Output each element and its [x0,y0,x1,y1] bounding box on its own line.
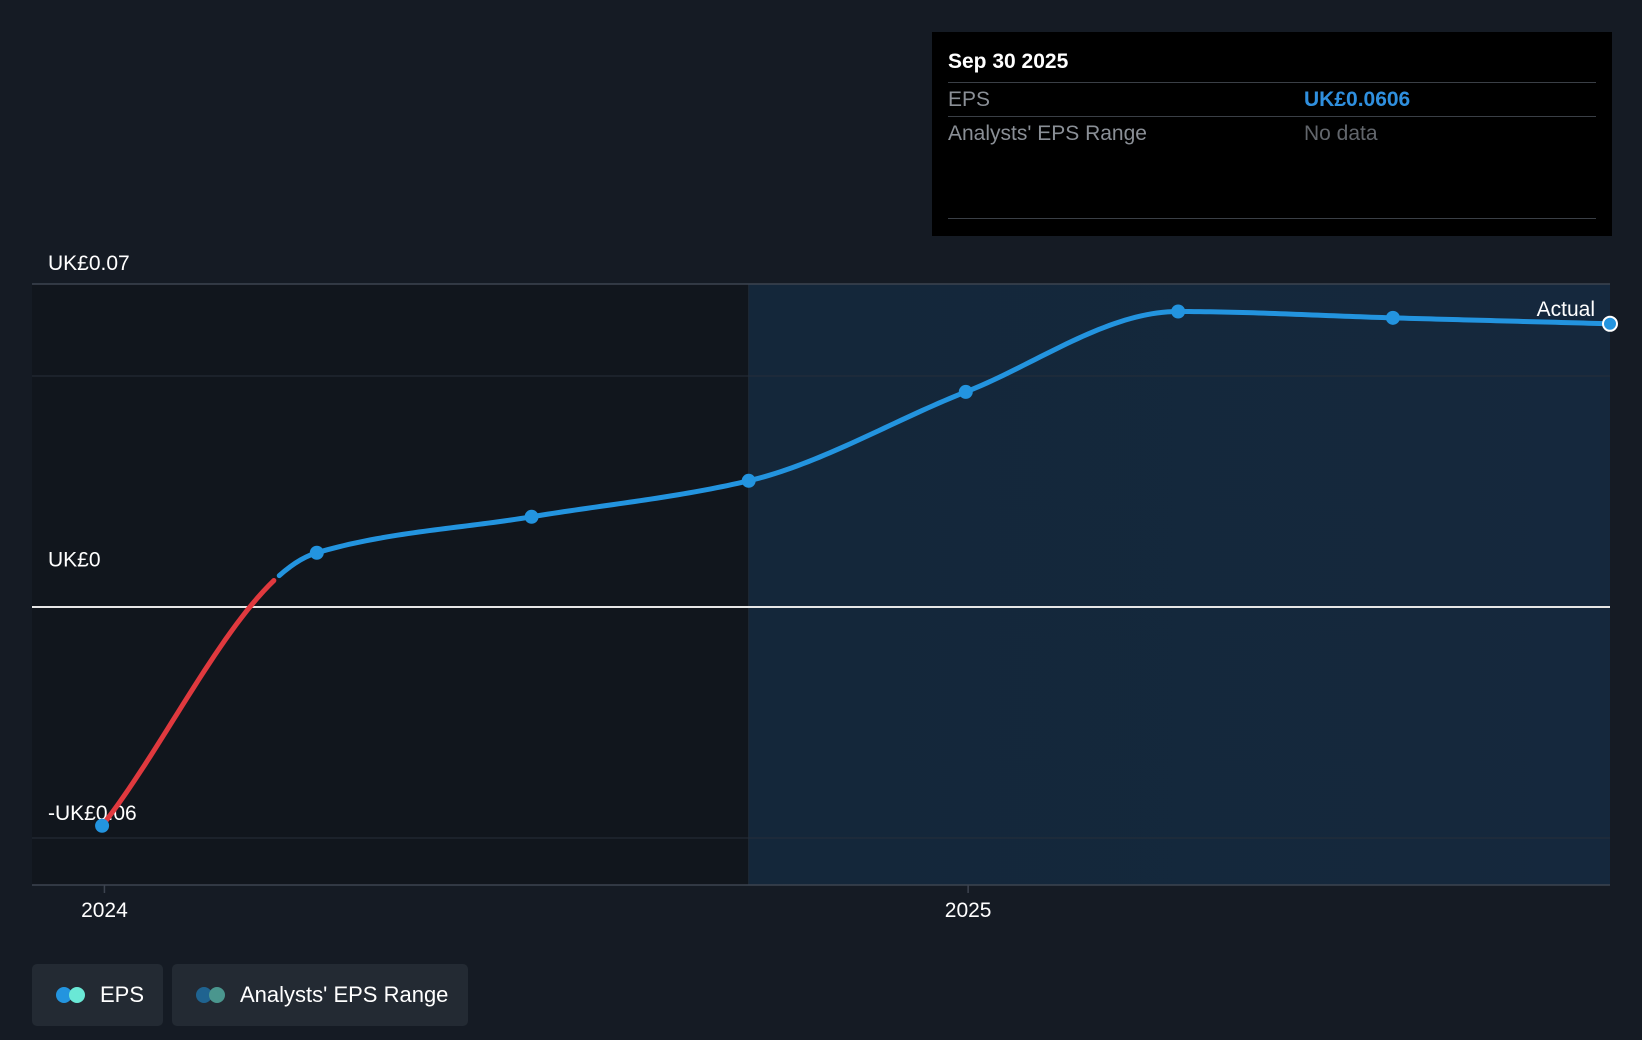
eps-point[interactable] [1171,304,1186,319]
eps-point[interactable] [309,545,324,560]
eps-point[interactable] [1602,315,1618,332]
eps-point[interactable] [958,384,973,399]
legend-range-label: Analysts' EPS Range [240,982,449,1007]
range-legend-icon [196,987,228,1003]
actual-annotation: Actual [1537,298,1595,321]
legend-analysts-range[interactable]: Analysts' EPS Range [172,964,468,1026]
tooltip: Sep 30 2025 EPS UK£0.0606 Analysts' EPS … [932,32,1612,236]
tooltip-divider [948,218,1596,219]
tooltip-date: Sep 30 2025 [948,50,1069,73]
legend-eps-label: EPS [100,982,145,1007]
tooltip-range-value: No data [1304,122,1378,145]
tooltip-eps-label: EPS [948,88,991,111]
x-tick-label: 2025 [945,899,992,922]
eps-point[interactable] [1385,310,1400,325]
eps-point[interactable] [524,509,539,524]
tooltip-row-eps: EPS UK£0.0606 [948,82,1596,117]
tooltip-eps-value: UK£0.0606 [1304,88,1411,111]
eps-dot-front [69,987,85,1003]
eps-line-negative [99,578,277,829]
y-tick-label: UK£0.07 [48,252,130,275]
y-tick-label: UK£0 [48,548,101,571]
eps-legend-icon [56,987,88,1003]
eps-point[interactable] [741,473,756,488]
x-tick-label: 2024 [81,899,128,922]
eps-dot-back [56,987,72,1003]
eps-point[interactable] [95,818,110,833]
range-dot-back [196,987,212,1003]
legend-eps[interactable]: EPS [32,964,163,1026]
tooltip-row-range: Analysts' EPS Range No data [948,116,1596,151]
range-dot-front [209,987,225,1003]
forecast-region [748,284,1610,885]
tooltip-range-label: Analysts' EPS Range [948,122,1147,145]
y-tick-label: -UK£0.06 [48,802,137,825]
past-region [32,284,749,885]
